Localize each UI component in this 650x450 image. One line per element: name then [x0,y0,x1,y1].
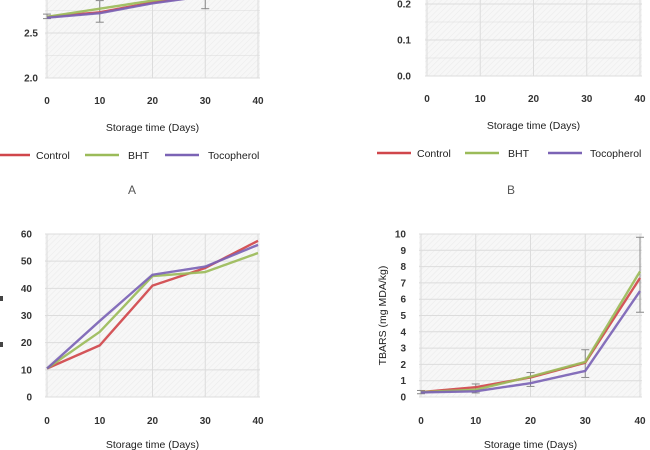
panel-letter: A [128,183,136,197]
legend-item-control: Control [377,148,451,160]
legend-label: Tocopherol [208,150,259,162]
y-tick-label: 60 [21,230,33,241]
y-tick-label: 0.0 [397,72,411,83]
y-tick-label: 10 [395,230,407,241]
legend-item-control: Control [0,150,70,162]
legend-label: Control [36,150,70,162]
x-tick-label: 30 [200,416,212,427]
y-tick-label: 2.0 [24,74,38,85]
y-axis-label: TBARS (mg MDA/kg) [377,266,389,366]
y-tick-label: 20 [21,338,33,349]
panel-c: 0 10 20 30 40 50 60 0 10 20 30 40 Storage time (Days… [0,230,264,450]
legend-item-tocopherol: Tocopherol [548,148,641,160]
x-tick-label: 20 [147,96,159,107]
x-tick-label: 30 [580,416,592,427]
x-tick-label: 30 [581,94,593,105]
legend-label: BHT [508,148,530,160]
panel-b: 0.0 0.1 0.2 0 10 20 30 40 Storage time (Days) Con… [377,0,646,197]
x-axis-label: Storage time (Days) [106,439,199,450]
y-tick-label: 2.5 [24,29,38,40]
x-tick-label: 40 [252,96,264,107]
y-tick-label: 3 [400,344,406,355]
legend-label: BHT [128,150,150,162]
x-axis-label: Storage time (Days) [487,120,580,132]
y-axis-label-fragment [0,296,3,301]
x-axis-label: Storage time (Days) [106,122,199,134]
x-tick-label: 10 [475,94,487,105]
x-tick-label: 30 [200,96,212,107]
x-axis-label: Storage time (Days) [484,439,577,450]
y-axis-label-fragment [0,342,3,347]
series-line-tocopherol [46,0,186,19]
panel-letter: B [507,183,515,197]
legend-label: Tocopherol [590,148,641,160]
panel-d: 0 1 2 3 4 5 6 7 8 9 10 0 10 20 30 40 Storage time (Days)… [377,230,646,450]
y-tick-label: 0 [26,393,32,404]
legend-item-tocopherol: Tocopherol [165,150,259,162]
x-tick-label: 40 [634,416,646,427]
y-tick-label: 40 [21,284,33,295]
x-tick-label: 20 [528,94,540,105]
x-tick-label: 10 [94,416,106,427]
y-tick-label: 1 [400,376,406,387]
x-tick-label: 0 [418,416,424,427]
y-tick-label: 50 [21,257,33,268]
y-tick-label: 30 [21,311,33,322]
x-tick-label: 40 [252,416,264,427]
series-line-bht [46,0,166,18]
legend-item-bht: BHT [465,148,530,160]
x-tick-label: 40 [634,94,646,105]
x-tick-label: 0 [44,96,50,107]
legend-item-bht: BHT [85,150,150,162]
y-tick-label: 2 [400,360,406,371]
y-tick-label: 0 [400,393,406,404]
y-tick-label: 4 [400,327,406,338]
y-tick-label: 6 [400,295,406,306]
x-tick-label: 10 [470,416,482,427]
legend-label: Control [417,148,451,160]
y-tick-label: 8 [400,262,406,273]
x-tick-label: 10 [94,96,106,107]
x-tick-label: 0 [424,94,430,105]
panel-a: 2.0 2.5 0 10 20 30 40 Storage time (Days) Contro… [0,0,264,197]
y-tick-label: 9 [400,246,406,257]
x-tick-label: 0 [44,416,50,427]
y-tick-label: 10 [21,365,33,376]
x-tick-label: 20 [147,416,159,427]
y-tick-label: 0.2 [397,0,411,11]
y-tick-label: 7 [400,278,406,289]
x-tick-label: 20 [525,416,537,427]
y-tick-label: 0.1 [397,36,411,47]
y-tick-label: 5 [400,311,406,322]
